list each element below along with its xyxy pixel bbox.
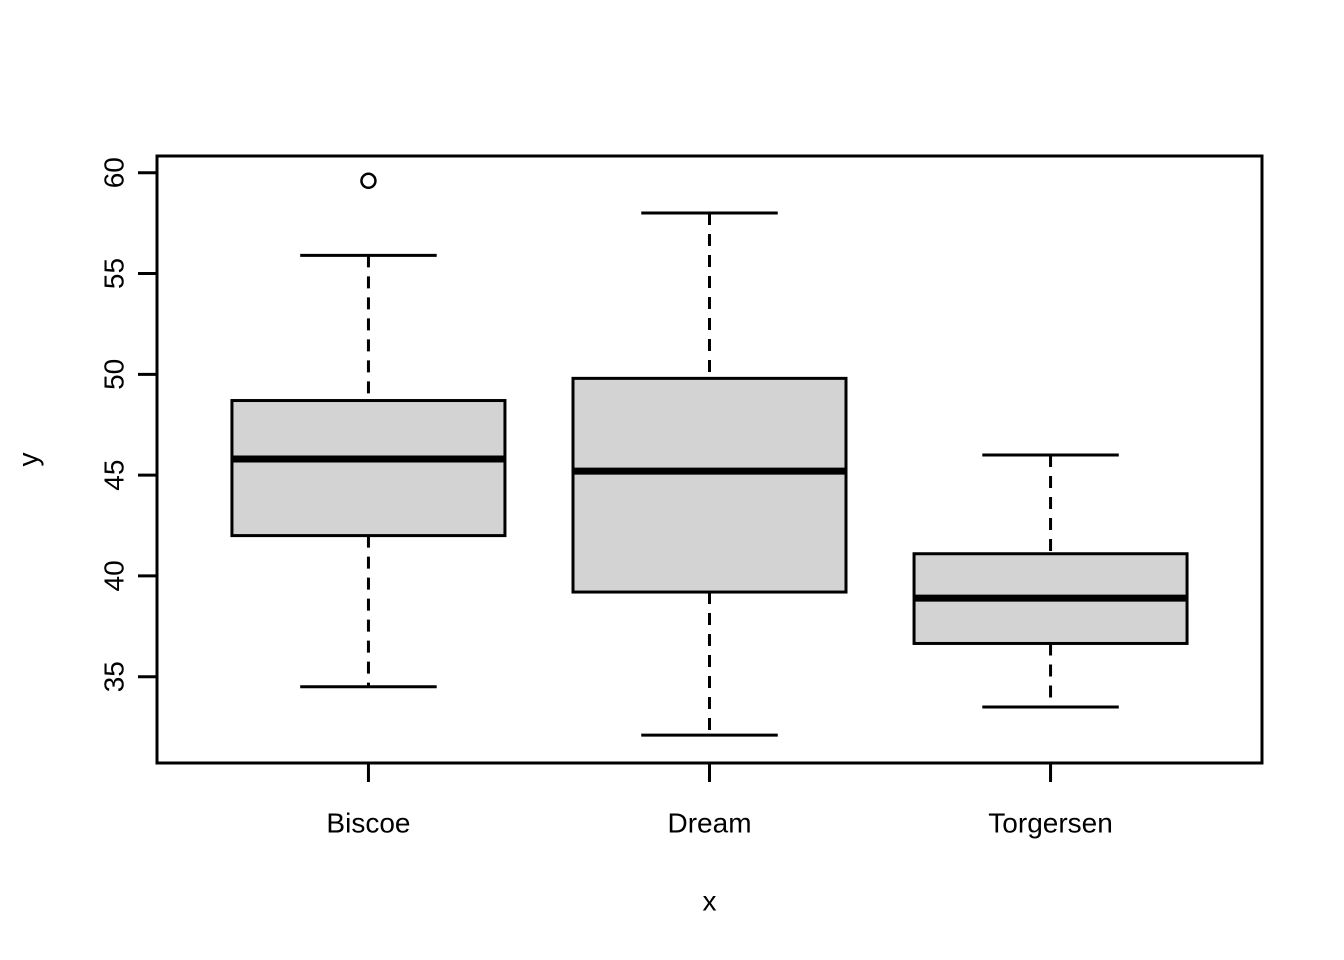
y-tick-label: 35	[99, 661, 130, 692]
y-tick-label: 50	[99, 359, 130, 390]
iqr-box-dream	[571, 376, 848, 594]
y-tick-label: 60	[99, 157, 130, 188]
outlier-point-biscoe	[360, 172, 377, 190]
x-tick-label-torgersen: Torgersen	[988, 808, 1113, 839]
y-axis-title: y	[13, 453, 44, 467]
x-tick-label-biscoe: Biscoe	[326, 808, 410, 839]
iqr-box-biscoe	[230, 399, 507, 538]
y-tick-label: 40	[99, 560, 130, 591]
x-axis-title: x	[703, 886, 717, 917]
y-tick-label: 45	[99, 460, 130, 491]
x-tick-label-dream: Dream	[667, 808, 751, 839]
y-tick-label: 55	[99, 258, 130, 289]
